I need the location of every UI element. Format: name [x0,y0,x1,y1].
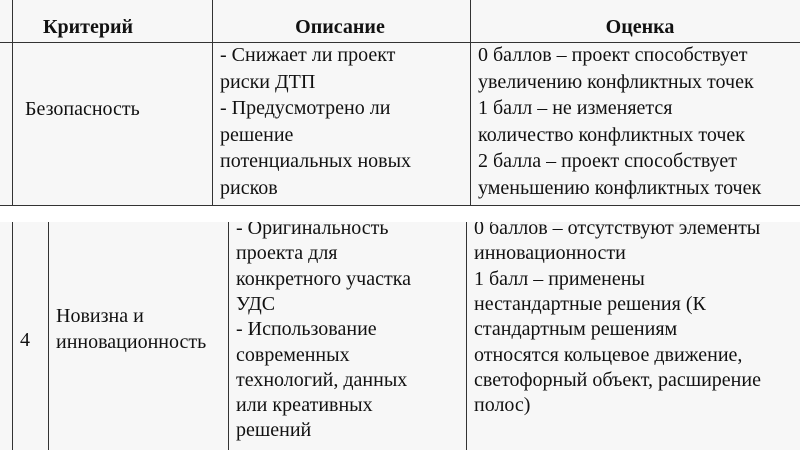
column-line [470,0,471,206]
assessment-line: стандартным решениям [474,318,678,341]
row-line [0,42,800,43]
criterion-line: Новизна и [56,305,144,327]
column-line [12,0,13,206]
description-line: - Использование [236,318,377,341]
row-number: 4 [20,329,30,351]
criterion-line: инновационность [56,331,207,353]
description-line: конкретного участка [236,267,411,290]
assessment-line: 1 балл – не изменяется [478,97,673,119]
criterion: Безопасность [25,98,140,120]
row-line [0,205,800,206]
header-cell: Описание [295,16,385,38]
description-line: риски ДТП [220,70,316,93]
assessment-line: светофорный объект, расширение [474,368,761,391]
column-line [212,0,213,206]
assessment-line: количество конфликтных точек [478,123,745,146]
assessment-line: инновационности [474,242,626,265]
header-cell: Оценка [605,16,675,38]
table-fragment-top: Критерий Описание Оценка Безопасность - … [0,0,800,206]
assessment-line: 2 балла – проект способствует [478,150,737,172]
description-line: современных [236,343,350,366]
column-line [12,222,13,450]
assessment-line: увеличению конфликтных точек [478,70,754,93]
assessment-line: относятся кольцевое движение, [474,343,743,366]
description-line: - Предусмотрено ли [220,97,391,119]
description-line: решений [236,419,312,442]
assessment-line: 1 балл – применены [474,267,645,290]
assessment-line: нестандартные решения (К [474,292,706,315]
assessment-line: уменьшению конфликтных точек [478,176,762,199]
description-line: или креативных [236,394,373,417]
assessment-line: полос) [474,394,531,417]
description-line: решение [220,123,294,146]
description-line: - Снижает ли проект [220,44,396,66]
description-line: проекта для [236,242,338,265]
description-line: УДС [236,292,276,315]
table-fragment-bottom: 4 Новизна и инновационность - Оригинальнос… [0,222,800,450]
description-line: потенциальных новых [220,150,412,172]
description-line: - Оригинальность [236,222,389,239]
column-line [48,222,49,450]
description-line: технологий, данных [236,368,408,391]
header-cell: Критерий [42,16,134,38]
column-line [228,222,229,450]
description-line: рисков [220,176,278,199]
assessment-line: 0 баллов – отсутствуют элементы [474,222,761,239]
column-line [466,222,467,450]
assessment-line: 0 баллов – проект способствует [478,44,748,66]
